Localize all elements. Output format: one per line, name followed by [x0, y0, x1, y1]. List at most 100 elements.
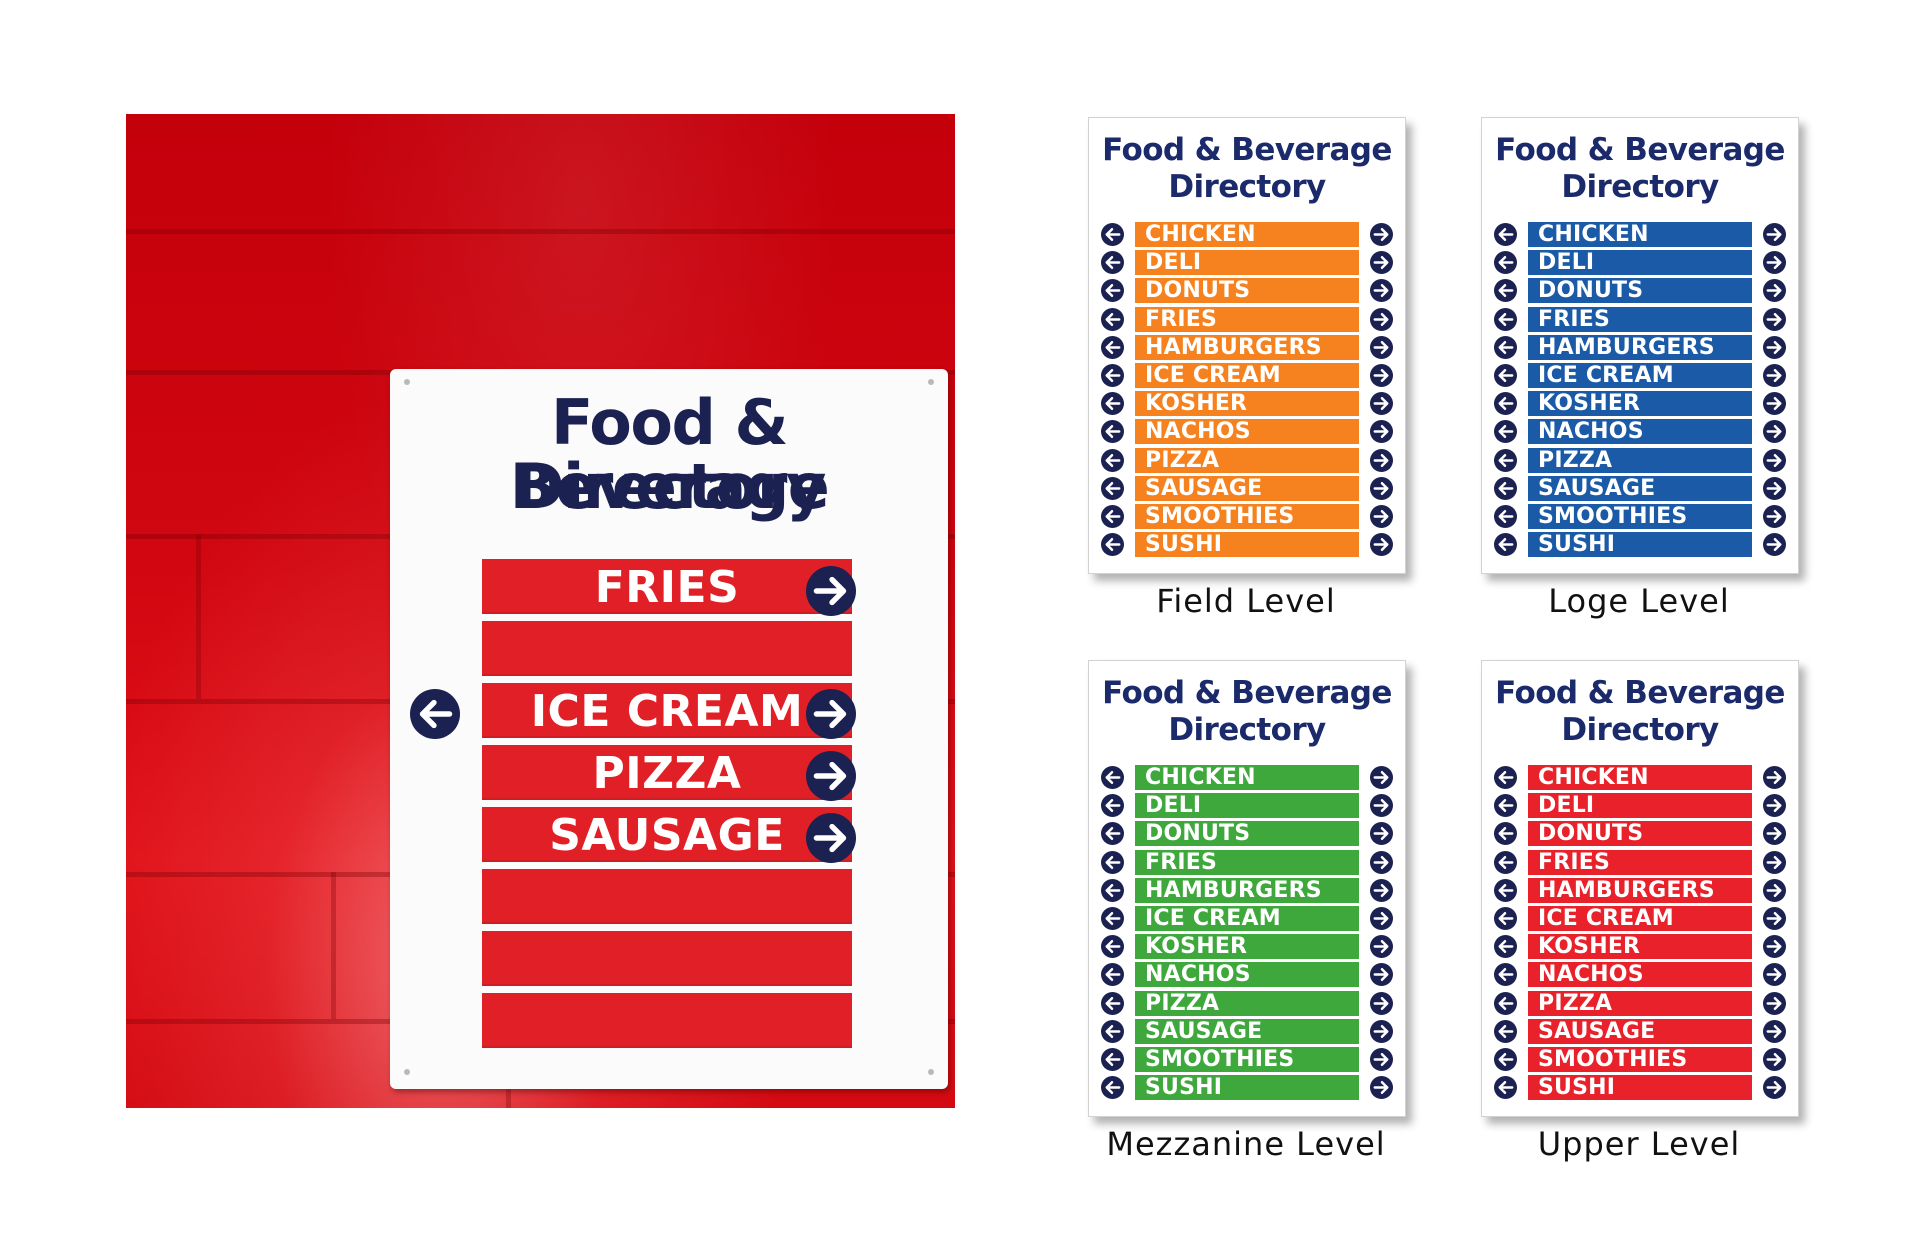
list-item-label: FRIES — [1528, 849, 1752, 875]
list-item-label: DELI — [1135, 793, 1359, 819]
mockup-list: CHICKEN DELI DONUTS FRIES HAMBURGERS ICE CREA… — [1099, 765, 1395, 1103]
arrow-right-icon — [1763, 251, 1786, 275]
directory-mockup: Food & Beverage Directory CHICKEN DELI DONUT… — [1088, 117, 1406, 574]
list-item: KOSHER — [1099, 934, 1395, 962]
arrow-right-icon — [1763, 363, 1786, 387]
arrow-right-icon — [1370, 878, 1393, 902]
arrow-right-icon — [1763, 476, 1786, 500]
list-item: HAMBURGERS — [1099, 334, 1395, 363]
sign-row: PIZZA — [482, 745, 852, 800]
arrow-right-icon — [1370, 504, 1393, 528]
arrow-right-icon — [1763, 878, 1786, 902]
list-item-label: SMOOTHIES — [1528, 1046, 1752, 1072]
list-item: PIZZA — [1492, 447, 1788, 476]
arrow-left-icon — [1494, 448, 1517, 472]
arrow-right-icon — [1763, 420, 1786, 444]
list-item: CHICKEN — [1099, 765, 1395, 793]
level-caption: Mezzanine Level — [1106, 1125, 1386, 1163]
sign-row — [482, 869, 852, 924]
arrow-left-icon — [1101, 963, 1124, 987]
arrow-left-icon — [1101, 1019, 1124, 1043]
arrow-left-icon — [1494, 906, 1517, 930]
list-item: SMOOTHIES — [1492, 1046, 1788, 1075]
arrow-left-icon — [1494, 420, 1517, 444]
arrow-right-icon — [1763, 223, 1786, 246]
list-item-label: DONUTS — [1135, 821, 1359, 847]
arrow-right-icon — [1763, 935, 1786, 959]
list-item-label: DELI — [1528, 793, 1752, 819]
arrow-right-icon — [1370, 420, 1393, 444]
arrow-left-icon — [410, 689, 460, 739]
list-item-label: HAMBURGERS — [1528, 334, 1752, 360]
brick-mortar-line — [126, 229, 955, 234]
arrow-left-icon — [1101, 335, 1124, 359]
arrow-right-icon — [1763, 794, 1786, 818]
arrow-right-icon — [1370, 279, 1393, 303]
list-item-label: ICE CREAM — [1528, 362, 1752, 388]
list-item-label: HAMBURGERS — [1135, 877, 1359, 903]
list-item-label: NACHOS — [1135, 419, 1359, 445]
list-item-label: HAMBURGERS — [1135, 334, 1359, 360]
arrow-left-icon — [1101, 251, 1124, 275]
level-caption: Field Level — [1156, 582, 1336, 620]
arrow-right-icon — [1763, 1019, 1786, 1043]
arrow-right-icon — [1370, 1076, 1393, 1100]
arrow-left-icon — [1101, 878, 1124, 902]
arrow-left-icon — [1101, 307, 1124, 331]
arrow-right-icon — [1370, 906, 1393, 930]
sign-photo: Food & Beverage Directory FRIES ICE CREAM… — [126, 114, 955, 1108]
list-item-label: ICE CREAM — [1135, 905, 1359, 931]
sign-rows: FRIES ICE CREAM PIZZA SAUSAGE — [482, 559, 852, 1055]
list-item: CHICKEN — [1492, 765, 1788, 793]
arrow-left-icon — [1101, 223, 1124, 246]
mockup-list: CHICKEN DELI DONUTS FRIES HAMBURGERS ICE CREA… — [1492, 222, 1788, 560]
list-item-label: SUSHI — [1528, 532, 1752, 558]
brick-mortar-line — [331, 872, 336, 1019]
list-item-label: SMOOTHIES — [1135, 503, 1359, 529]
list-item-label: CHICKEN — [1528, 765, 1752, 790]
arrow-right-icon — [1763, 1047, 1786, 1071]
list-item: PIZZA — [1099, 990, 1395, 1019]
arrow-right-icon — [1370, 794, 1393, 818]
list-item: PIZZA — [1099, 447, 1395, 476]
directory-mockup: Food & Beverage Directory CHICKEN DELI DONUT… — [1481, 117, 1799, 574]
arrow-right-icon — [1370, 363, 1393, 387]
list-item: KOSHER — [1492, 391, 1788, 419]
arrow-right-icon — [806, 751, 856, 801]
arrow-left-icon — [1101, 1076, 1124, 1100]
directory-mockup: Food & Beverage Directory CHICKEN DELI DONUT… — [1481, 660, 1799, 1117]
list-item-label: SUSHI — [1135, 1075, 1359, 1101]
screw — [404, 379, 410, 385]
list-item: KOSHER — [1099, 391, 1395, 419]
arrow-right-icon — [1370, 963, 1393, 987]
arrow-left-icon — [1494, 1047, 1517, 1071]
list-item: ICE CREAM — [1492, 905, 1788, 934]
arrow-right-icon — [1763, 991, 1786, 1015]
arrow-right-icon — [806, 813, 856, 863]
list-item: PIZZA — [1492, 990, 1788, 1019]
mockup-title-line2: Directory — [1561, 712, 1719, 748]
list-item: ICE CREAM — [1099, 362, 1395, 391]
list-item: CHICKEN — [1492, 222, 1788, 250]
list-item: DELI — [1492, 793, 1788, 821]
arrow-left-icon — [1101, 1047, 1124, 1071]
list-item: FRIES — [1099, 306, 1395, 335]
level-sign: Food & Beverage Directory CHICKEN DELI DONUT… — [1481, 117, 1799, 574]
list-item: NACHOS — [1492, 419, 1788, 447]
arrow-right-icon — [1370, 251, 1393, 275]
arrow-right-icon — [1370, 822, 1393, 846]
arrow-left-icon — [1494, 766, 1517, 789]
list-item-label: DELI — [1528, 250, 1752, 276]
list-item-label: PIZZA — [1528, 447, 1752, 473]
arrow-right-icon — [1763, 906, 1786, 930]
mockup-title-line1: Food & Beverage — [1102, 132, 1392, 168]
arrow-right-icon — [1763, 766, 1786, 789]
list-item-label: CHICKEN — [1135, 765, 1359, 790]
mockup-title-line1: Food & Beverage — [1495, 132, 1785, 168]
list-item-label: KOSHER — [1135, 391, 1359, 417]
list-item: SAUSAGE — [1492, 1018, 1788, 1047]
list-item: NACHOS — [1099, 962, 1395, 990]
list-item-label: CHICKEN — [1528, 222, 1752, 247]
arrow-right-icon — [1370, 766, 1393, 789]
list-item: FRIES — [1492, 306, 1788, 335]
